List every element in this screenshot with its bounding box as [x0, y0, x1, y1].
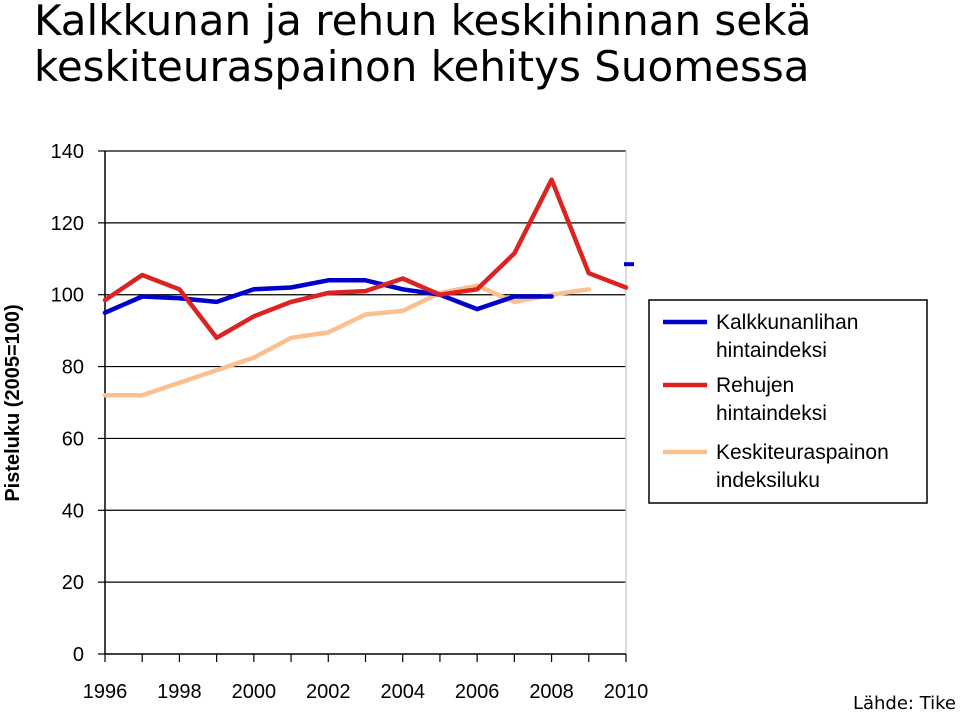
y-tick-label-100: 100 [51, 285, 84, 307]
gridlines [105, 150, 626, 583]
x-tick-label-2002: 2002 [306, 681, 351, 703]
chart-title-line-1: Kalkkunan ja rehun keskihinnan sekä [34, 0, 812, 45]
legend: Kalkkunanlihan hintaindeksi Rehujen hintain… [648, 299, 928, 504]
x-tick-label-2000: 2000 [232, 681, 277, 703]
x-tick-label-1996: 1996 [83, 681, 128, 703]
y-tick-label-80: 80 [62, 357, 84, 379]
chart-title: Kalkkunan ja rehun keskihinnan sekä kesk… [34, 0, 934, 90]
series-line-0 [102, 278, 554, 315]
y-tick-label-60: 60 [62, 428, 84, 450]
source-note: Lähde: Tike [852, 693, 956, 714]
series-line-2 [102, 283, 592, 398]
legend-box [648, 299, 928, 504]
y-tick-label-140: 140 [51, 141, 84, 163]
series-line-1 [102, 177, 629, 341]
y-axis-label: Pisteluku (2005=100) [2, 304, 24, 501]
y-tick-label-0: 0 [73, 644, 84, 666]
x-tick-label-2004: 2004 [380, 681, 425, 703]
y-tick-label-20: 20 [62, 572, 84, 594]
legend-label-1-1: hintaindeksi [716, 402, 827, 425]
x-axis-ticks: 1996 1998 2000 2002 2004 2006 2008 2010 [83, 654, 649, 703]
legend-label-0-0: Kalkkunanlihan [716, 311, 858, 334]
x-tick-label-2006: 2006 [455, 681, 500, 703]
y-tick-label-40: 40 [62, 500, 84, 522]
legend-label-0-1: hintaindeksi [716, 339, 827, 362]
legend-label-1-0: Rehujen [716, 374, 794, 397]
chart-title-line-2: keskiteuraspainon kehitys Suomessa [34, 42, 810, 91]
x-tick-label-2010: 2010 [604, 681, 649, 703]
series-lines [102, 177, 634, 398]
x-tick-label-2008: 2008 [529, 681, 574, 703]
y-tick-label-120: 120 [51, 213, 84, 235]
legend-label-2-1: indeksiluku [716, 469, 820, 492]
y-axis-ticks: 0 20 40 60 80 100 120 140 [51, 141, 105, 666]
legend-label-2-0: Keskiteuraspainon [716, 441, 889, 464]
x-tick-label-1998: 1998 [157, 681, 202, 703]
